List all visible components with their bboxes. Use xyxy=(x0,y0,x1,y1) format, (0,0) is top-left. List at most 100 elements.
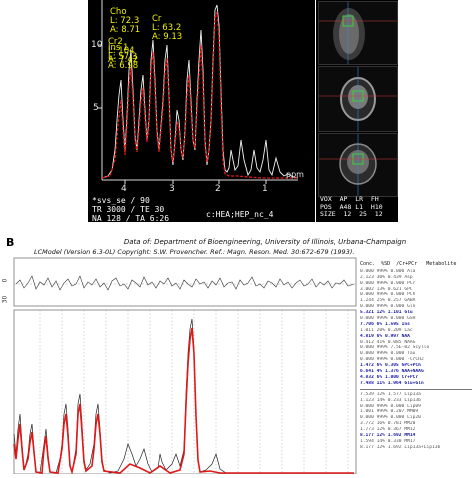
table-row: 0.000 999% 0.000 PCr xyxy=(360,281,472,287)
table-divider xyxy=(360,388,472,390)
metabolite-cell: Scyllo xyxy=(412,345,430,351)
metabolite-cell: MM20 xyxy=(404,421,416,427)
conc-cell: 3.002 xyxy=(360,286,374,292)
fit-box xyxy=(13,309,357,475)
sd-cell: 6% xyxy=(376,363,383,369)
ratio-cell: 0.085 xyxy=(387,339,402,345)
conc-cell: 7.706 xyxy=(360,321,374,327)
metabolite-cell: MM09 xyxy=(407,409,419,415)
conc-cell: 1.001 xyxy=(360,409,374,415)
table-row: 1.244 25% 0.257 GABA xyxy=(360,298,472,304)
sd-cell: 41% xyxy=(376,339,385,345)
conc-cell: 0.000 xyxy=(360,268,374,274)
table-row: 0.000 999% 0.000 Lip09 xyxy=(360,404,472,410)
mri-sagittal-view[interactable] xyxy=(318,1,398,65)
residual-line xyxy=(15,275,355,291)
metabolite-cell: GPC+PCh xyxy=(401,363,421,369)
table-row: 0.000 999% 0.000 Gln xyxy=(360,304,472,310)
sd-cell: 12% xyxy=(376,310,385,316)
ratio-cell: 0.367 xyxy=(387,427,402,433)
metabolite-cell: Tau xyxy=(407,351,416,357)
conc-cell: 0.000 xyxy=(360,292,374,298)
metabolite-cell: Lip13a xyxy=(404,391,421,397)
metabolite-cell: Lac xyxy=(404,327,413,333)
table-row: 0.412 41% 0.085 NAAG xyxy=(360,340,472,346)
sd-cell: 12% xyxy=(376,391,385,397)
table-body-metabolites: 0.000 999% 0.000 Ala 2.123 30% 0.439 Asp 0… xyxy=(360,269,472,387)
table-row: 4.832 6% 1.000 Cr+PCr xyxy=(360,375,472,381)
metabolite-label-ins: Ins 1 L: 57.3 A: 6.98 xyxy=(108,43,139,71)
ratio-cell: 0.000 xyxy=(390,316,405,322)
resid-tick-30: 30 xyxy=(1,295,9,304)
ratio-cell: 0.209 xyxy=(387,327,402,333)
ratio-cell: 0.233 xyxy=(387,397,402,403)
metabolite-label-cr2: Cr2 L: 104 A: 7.42 xyxy=(108,37,139,65)
sd-cell: 999% xyxy=(376,357,388,363)
spectrum-viewer: 10 5 4 3 2 1 ppm Cr2 L: 104 A: 7.42 Cho … xyxy=(88,0,315,222)
sd-cell: 20% xyxy=(376,327,385,333)
mri-coronal-view[interactable] xyxy=(318,133,398,197)
ratio-cell: 0.000 xyxy=(390,357,405,363)
x-tick-label: 2 xyxy=(215,184,221,194)
sd-cell: 999% xyxy=(376,409,388,415)
sd-cell: 16% xyxy=(376,421,385,427)
conc-cell: 4.819 xyxy=(360,333,374,339)
conc-cell: 0.412 xyxy=(360,339,374,345)
table-row: 0.000 999% 7.5E-02 Scyllo xyxy=(360,345,472,351)
conc-cell: 3.772 xyxy=(360,421,374,427)
metabolite-cell: GSH xyxy=(407,316,416,322)
sd-cell: 999% xyxy=(376,268,388,274)
ratio-cell: 7.5E-02 xyxy=(390,345,410,351)
table-row: 0.000 999% 0.000 Lip20 xyxy=(360,415,472,421)
metabolite-cell: NAA+NAAG xyxy=(401,369,424,375)
metabolite-cell: GPC xyxy=(404,286,413,292)
metabolite-cell: PCr xyxy=(407,280,416,286)
metabolite-cell: Lip13b xyxy=(404,397,421,403)
ratio-cell: 1.577 xyxy=(387,391,402,397)
conc-cell: 4.832 xyxy=(360,374,374,380)
residual-box xyxy=(13,257,357,307)
sd-cell: 14% xyxy=(376,397,385,403)
x-tick-label: 4 xyxy=(121,184,127,194)
fitted-spectrum-line xyxy=(101,11,298,179)
conc-cell: 7.488 xyxy=(360,380,374,386)
ratio-cell: 0.257 xyxy=(387,298,402,304)
metabolite-cell: Glu+Gln xyxy=(404,380,424,386)
sd-cell: 13% xyxy=(376,286,385,292)
concentration-table: Conc. %SD /Cr+PCr Metabolite 0.000 999% … xyxy=(360,261,472,474)
table-row: 8.177 12% 1.692 MM14 xyxy=(360,433,472,439)
metabolite-cell: Cr+PCr xyxy=(401,374,419,380)
ratio-cell: 0.000 xyxy=(390,292,405,298)
ratio-cell: 0.000 xyxy=(390,351,405,357)
mri-axial-view[interactable] xyxy=(318,66,398,132)
table-row: 1.773 12% 0.367 MM12 xyxy=(360,427,472,433)
ppm-gridlines xyxy=(39,310,349,474)
conc-cell: 1.472 xyxy=(360,363,374,369)
ratio-cell: 0.207 xyxy=(390,409,405,415)
table-row: 0.000 999% 0.000 Ala xyxy=(360,269,472,275)
metabolite-cell: Ala xyxy=(407,268,416,274)
sd-cell: 999% xyxy=(376,304,388,310)
table-row: 7.488 11% 1.964 Glu+Gln xyxy=(360,381,472,387)
conc-cell: 6.641 xyxy=(360,369,374,375)
mri-localizer-column: VOX AP LR FH POS A48 L1 H10 SIZE 12 25 1… xyxy=(316,0,398,222)
sd-cell: 11% xyxy=(376,380,385,386)
sd-cell: 12% xyxy=(376,432,385,438)
x-tick-label: 3 xyxy=(169,184,175,194)
table-row: 1.123 14% 0.233 Lip13b xyxy=(360,398,472,404)
table-row: 2.123 30% 0.439 Asp xyxy=(360,275,472,281)
ratio-cell: 0.305 xyxy=(384,363,399,369)
ratio-cell: 0.000 xyxy=(390,415,405,421)
ratio-cell: 1.000 xyxy=(384,374,399,380)
sd-cell: 14% xyxy=(376,438,385,444)
ratio-cell: 0.621 xyxy=(387,286,402,292)
table-row: 7.706 6% 1.595 Ins xyxy=(360,322,472,328)
ratio-cell: 0.000 xyxy=(390,280,405,286)
metabolite-cell: Lip09 xyxy=(407,403,421,409)
ratio-cell: 1.964 xyxy=(387,380,402,386)
sd-cell: 12% xyxy=(376,427,385,433)
conc-cell: 1.773 xyxy=(360,427,374,433)
ratio-cell: 0.000 xyxy=(390,304,405,310)
table-row: 8.177 12% 1.692 Lip13a+Lip13b xyxy=(360,445,472,451)
ratio-cell: 1.101 xyxy=(387,310,402,316)
